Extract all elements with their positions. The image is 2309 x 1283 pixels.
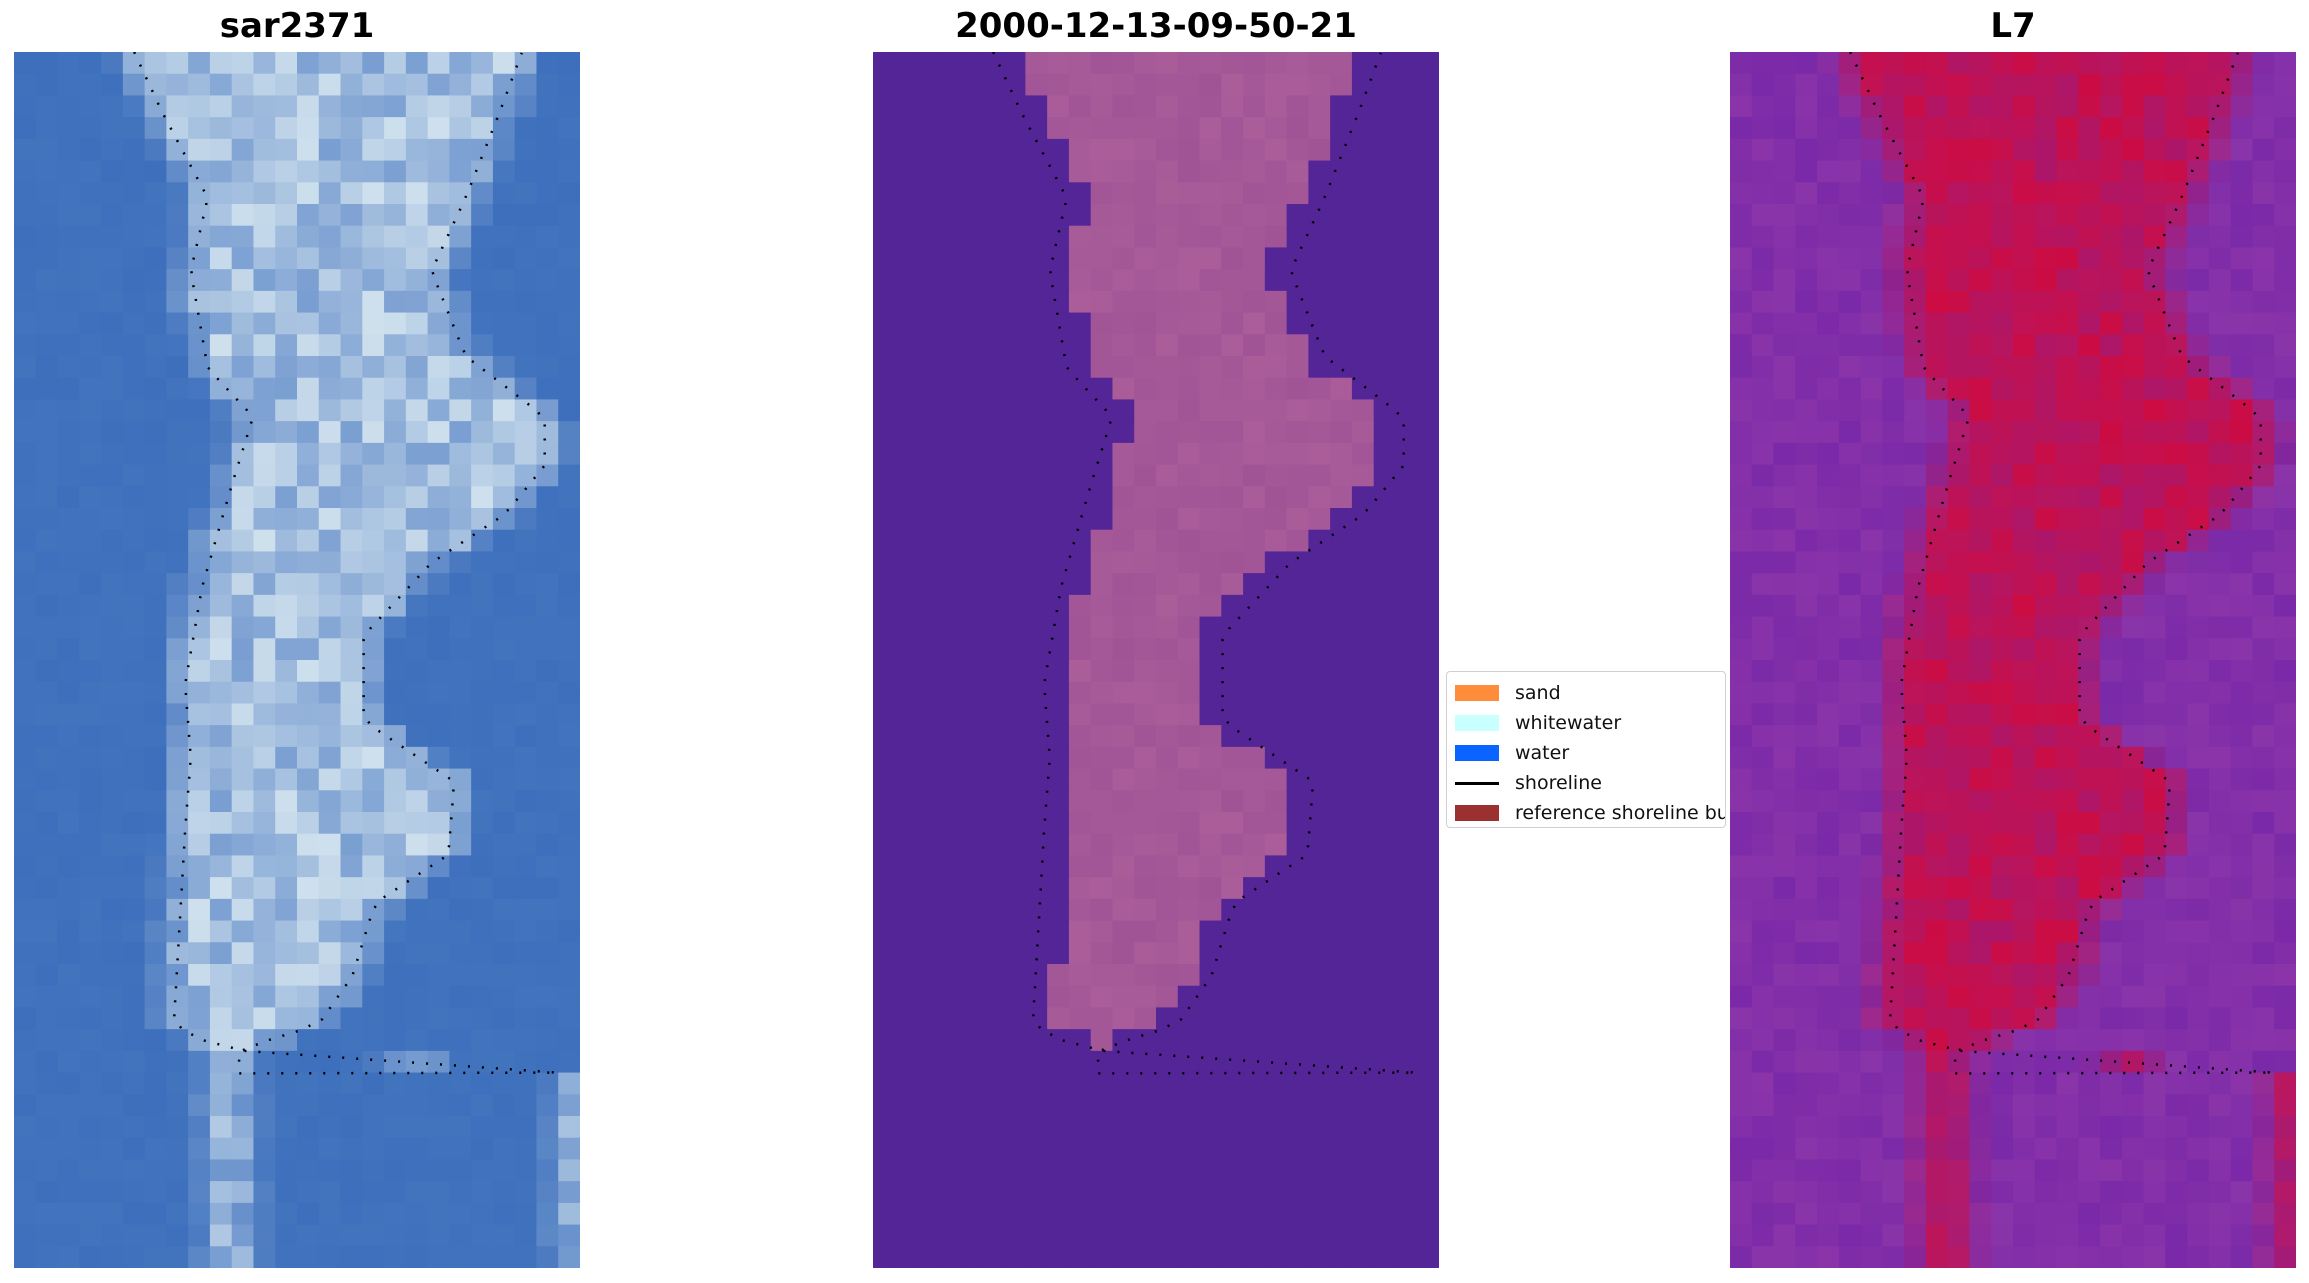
legend-label-reference-buffer: reference shoreline buffer (1515, 802, 1725, 824)
classified-image (873, 52, 1439, 1268)
legend-label-whitewater: whitewater (1515, 712, 1622, 734)
panel-title-3: L7 (1990, 6, 2036, 46)
panel-title-2: 2000-12-13-09-50-21 (955, 6, 1357, 46)
panel-title-1: sar2371 (219, 6, 375, 46)
legend-item-whitewater: whitewater (1455, 708, 1725, 738)
legend-label-water: water (1515, 742, 1570, 764)
index-image (1730, 52, 2296, 1268)
reference-buffer-swatch (1455, 805, 1499, 821)
legend-item-reference-buffer: reference shoreline buffer (1455, 798, 1725, 827)
shoreline-line-icon (1455, 781, 1499, 785)
legend-item-sand: sand (1455, 678, 1725, 708)
legend-item-shoreline: shoreline (1455, 768, 1725, 798)
legend-item-water: water (1455, 738, 1725, 768)
legend-label-shoreline: shoreline (1515, 772, 1602, 794)
water-swatch (1455, 745, 1499, 761)
sand-swatch (1455, 685, 1499, 701)
whitewater-swatch (1455, 715, 1499, 731)
legend: sand whitewater water shoreline referenc… (1446, 671, 1726, 828)
legend-label-sand: sand (1515, 682, 1561, 704)
satellite-rgb-image (14, 52, 580, 1268)
